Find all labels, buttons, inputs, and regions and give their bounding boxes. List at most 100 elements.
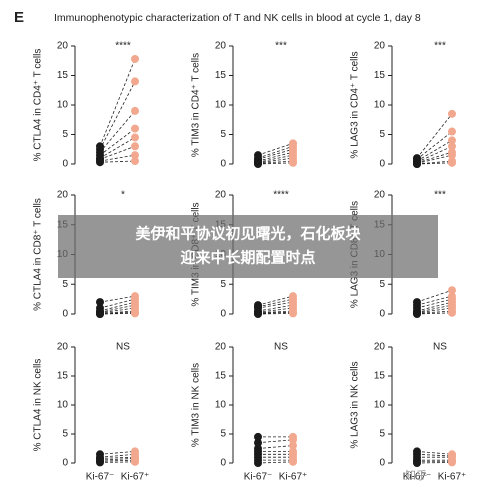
- dot: [96, 158, 104, 167]
- significance: ***: [434, 190, 446, 201]
- dot: [254, 310, 262, 318]
- pair-line: [416, 131, 453, 160]
- pair-line: [99, 457, 136, 461]
- pair-line: [257, 307, 294, 313]
- y-tick-label: 10: [57, 400, 69, 411]
- pair-line: [416, 307, 453, 314]
- pair-line: [99, 110, 136, 153]
- y-axis-label: % LAG3 in CD4⁺ T cells: [350, 51, 361, 158]
- dot: [131, 77, 139, 86]
- dot: [254, 438, 262, 447]
- dot: [254, 432, 262, 441]
- x-tick-label: Ki-67⁺: [121, 472, 150, 483]
- y-tick-label: 10: [215, 400, 227, 411]
- dot: [413, 459, 421, 467]
- dot: [289, 441, 297, 450]
- y-axis-label: % TIM3 in NK cells: [191, 363, 202, 447]
- dot: [131, 124, 139, 133]
- pair-line: [416, 298, 453, 309]
- dot: [96, 458, 104, 467]
- y-tick-label: 0: [62, 458, 68, 469]
- y-axis-label: % CTLA4 in NK cells: [33, 359, 44, 452]
- significance: ****: [273, 190, 289, 201]
- dot: [289, 158, 297, 167]
- panel-label: E: [14, 9, 24, 26]
- pair-line: [257, 439, 294, 444]
- dot: [289, 435, 297, 444]
- dot: [448, 127, 456, 136]
- dot: [96, 310, 104, 318]
- pair-line: [257, 151, 294, 162]
- x-tick-label: Ki-67⁺: [438, 472, 467, 483]
- y-tick-label: 0: [379, 309, 385, 320]
- y-tick-label: 20: [215, 41, 227, 52]
- dot: [448, 158, 456, 167]
- dot: [254, 459, 262, 467]
- significance: ***: [434, 41, 446, 52]
- pair-line: [257, 311, 294, 314]
- significance: *: [121, 190, 125, 201]
- y-tick-label: 5: [379, 129, 385, 140]
- y-tick-label: 5: [220, 429, 226, 440]
- y-tick-label: 5: [379, 429, 385, 440]
- dot: [289, 309, 297, 318]
- dot: [131, 106, 139, 115]
- significance: ***: [275, 41, 287, 52]
- dot: [131, 157, 139, 166]
- pair-line: [257, 162, 294, 165]
- y-axis-label: % CTLA4 in CD8⁺ T cells: [33, 198, 44, 311]
- pair-line: [99, 128, 136, 156]
- pair-line: [416, 301, 453, 312]
- dot: [131, 133, 139, 142]
- y-tick-label: 15: [374, 371, 386, 382]
- pair-line: [99, 154, 136, 162]
- pair-line: [99, 459, 136, 462]
- figure-title: Immunophenotypic characterization of T a…: [54, 12, 421, 24]
- y-tick-label: 5: [62, 129, 68, 140]
- y-axis-label: % CTLA4 in CD4⁺ T cells: [33, 49, 44, 162]
- pair-line: [99, 451, 136, 455]
- y-tick-label: 20: [57, 190, 69, 201]
- pair-line: [257, 160, 294, 164]
- pair-line: [257, 461, 294, 464]
- dot: [448, 142, 456, 151]
- y-tick-label: 15: [374, 70, 386, 81]
- pair-line: [99, 160, 136, 163]
- y-tick-label: 5: [62, 279, 68, 290]
- y-tick-label: 20: [57, 342, 69, 353]
- y-tick-label: 5: [379, 279, 385, 290]
- x-tick-label: Ki-67⁻: [86, 472, 115, 483]
- y-tick-label: 15: [57, 371, 69, 382]
- y-tick-label: 20: [215, 190, 227, 201]
- pair-line: [257, 142, 294, 156]
- watermark: 知乎: [405, 468, 427, 482]
- pair-line: [416, 154, 453, 164]
- pair-line: [416, 289, 453, 303]
- pair-line: [257, 301, 294, 309]
- y-tick-label: 20: [374, 190, 386, 201]
- pair-line: [416, 140, 453, 162]
- pair-line: [416, 151, 453, 164]
- pair-line: [416, 453, 453, 457]
- y-tick-label: 10: [215, 100, 227, 111]
- pair-line: [99, 453, 136, 458]
- pair-line: [99, 58, 136, 147]
- pair-line: [416, 310, 453, 314]
- y-tick-label: 0: [220, 309, 226, 320]
- pair-line: [416, 145, 453, 163]
- pair-line: [99, 307, 136, 314]
- pair-line: [257, 298, 294, 308]
- pair-line: [257, 310, 294, 314]
- x-tick-label: Ki-67⁻: [244, 472, 273, 483]
- y-tick-label: 10: [57, 100, 69, 111]
- overlay-banner: [58, 215, 438, 278]
- overlay-text: 迎来中长期配置时点: [180, 249, 315, 267]
- dot: [448, 458, 456, 467]
- dot: [289, 457, 297, 466]
- pair-line: [99, 310, 136, 314]
- y-tick-label: 5: [220, 279, 226, 290]
- y-tick-label: 5: [220, 129, 226, 140]
- dot: [448, 308, 456, 317]
- pair-line: [257, 154, 294, 163]
